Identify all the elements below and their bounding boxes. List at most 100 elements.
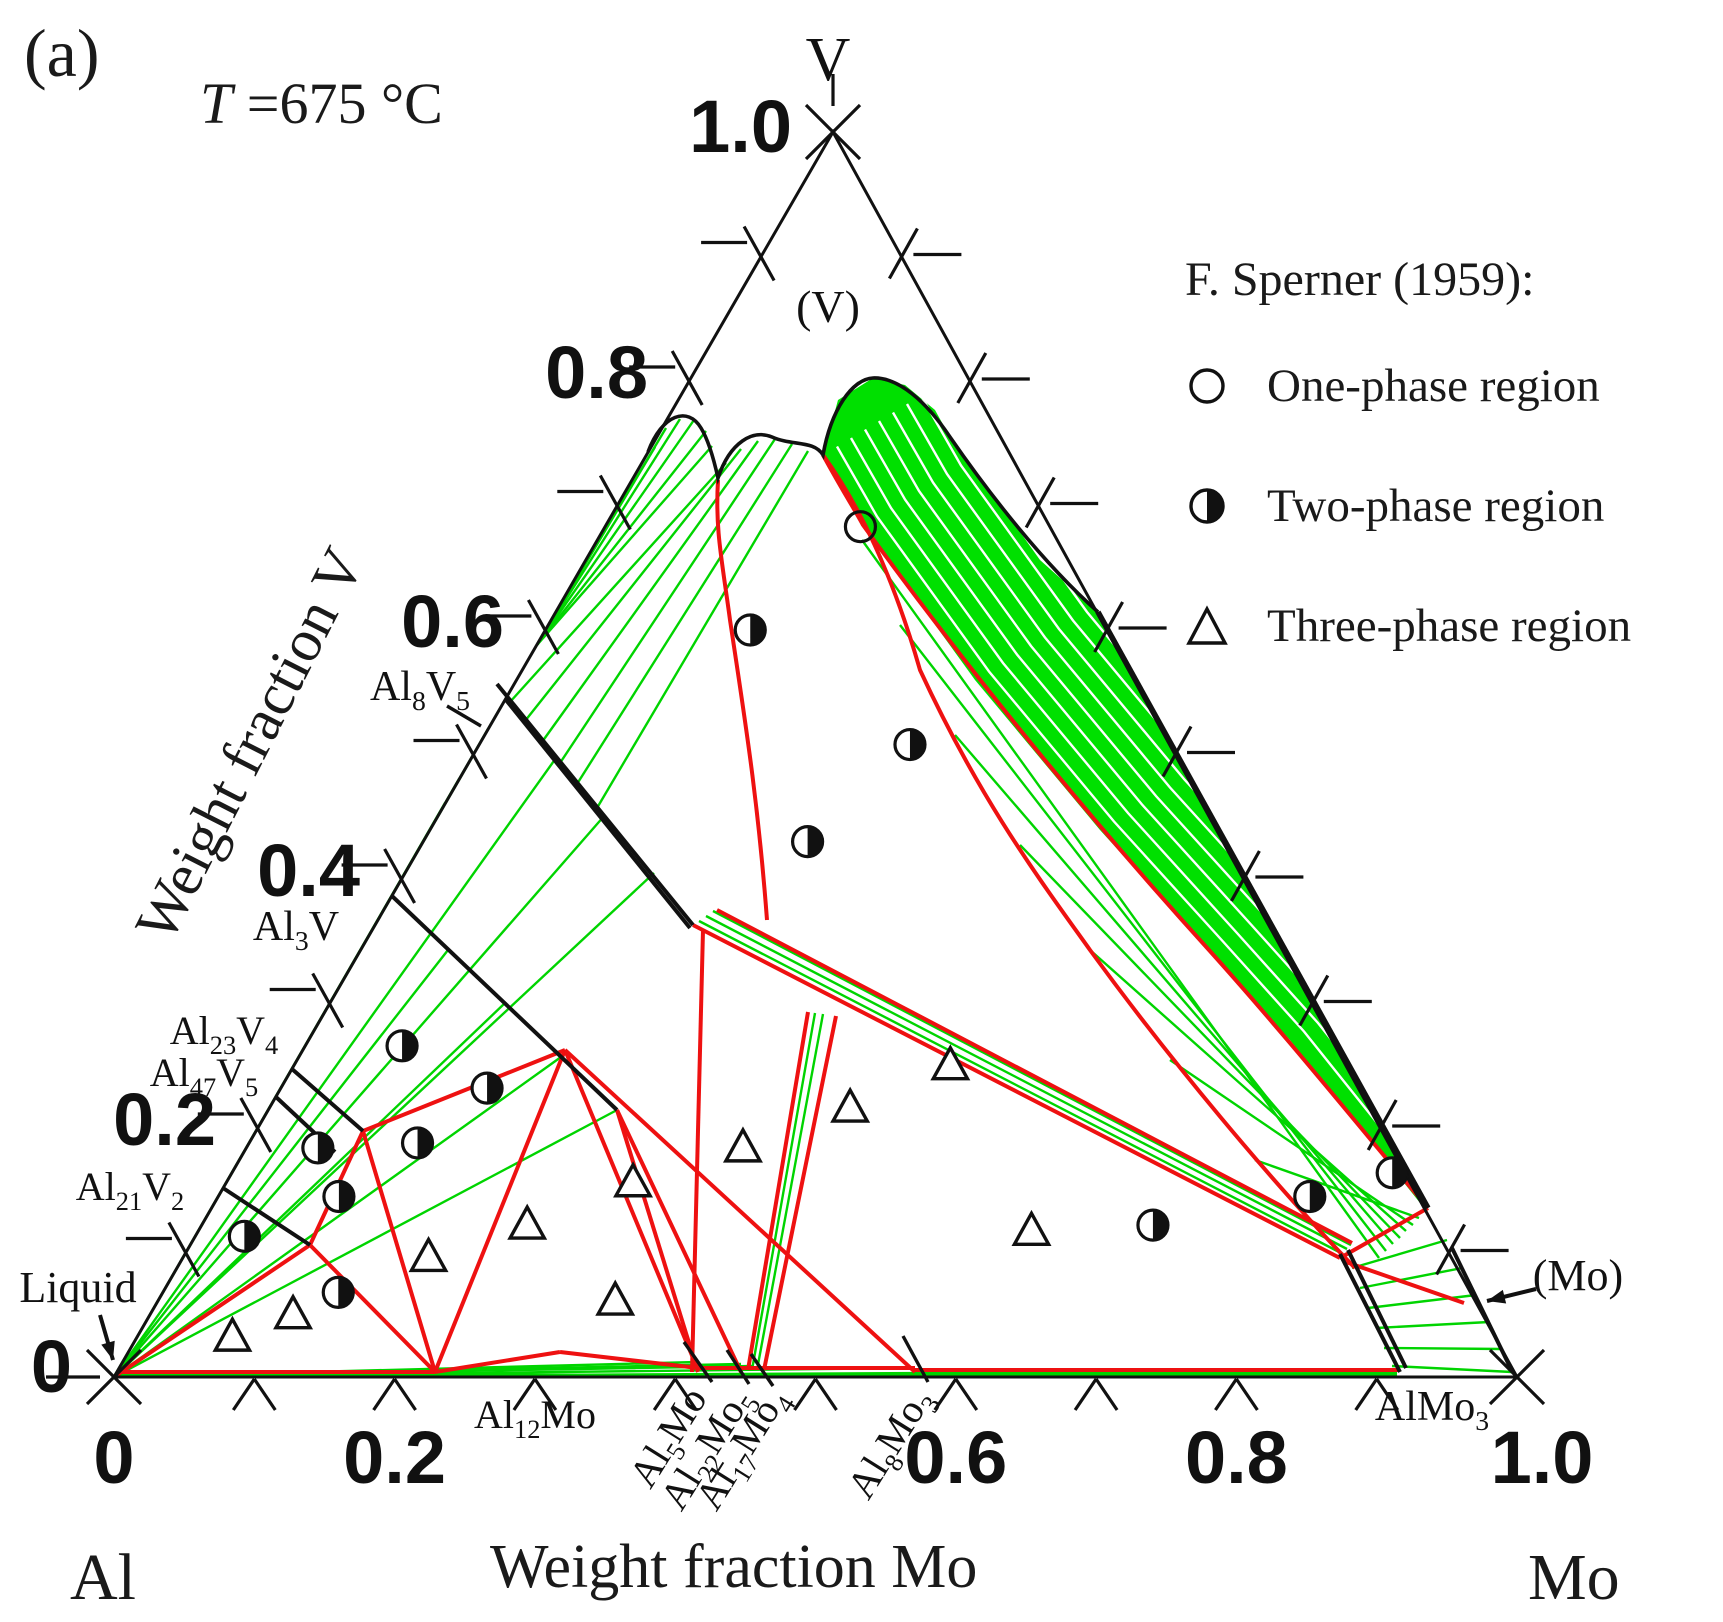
- open-circle-icon: [1189, 368, 1225, 404]
- data-point-two-phase-fill: [244, 1221, 260, 1252]
- bottom-axis-tick: [533, 1378, 558, 1411]
- tie-line-V-Al8V5: [575, 443, 794, 785]
- legend-item-one-phase: One-phase region: [1185, 359, 1631, 413]
- Al8V5-lens-a: [495, 682, 695, 927]
- legend-item-two-phase: Two-phase region: [1185, 479, 1631, 533]
- region-label-Mo: (Mo): [1533, 1251, 1623, 1300]
- compound-label-Al23V4: Al23V4: [170, 1008, 278, 1060]
- right-axis-tick: [1435, 1223, 1466, 1276]
- tie-line-Al17Mo4: [755, 1013, 825, 1371]
- left-axis-tick: [742, 225, 776, 282]
- data-point-two-phase-fill: [1309, 1181, 1325, 1212]
- data-point-two-phase-fill: [807, 826, 823, 857]
- three-phase-boundary: [434, 1350, 561, 1374]
- three-phase-boundary: [362, 1048, 566, 1133]
- data-point-two-phase-fill: [317, 1132, 333, 1163]
- left-axis-tick: [598, 474, 632, 531]
- tie-line-AlMo3-Mo: [1383, 1346, 1503, 1351]
- right-axis-tick: [888, 227, 919, 280]
- tie-line-liquid-Al8V5: [113, 757, 557, 1378]
- V-phase-boundary: [646, 376, 1100, 614]
- three-phase-boundary: [563, 1049, 700, 1371]
- bottom-axis-tick: [512, 1378, 537, 1411]
- right-axis-tick: [1024, 476, 1056, 529]
- corner-label-al: Al: [70, 1541, 136, 1614]
- compound-leader: [901, 1335, 930, 1383]
- left-tick-label-1.0: 1.0: [689, 85, 792, 168]
- right-axis-tick: [1161, 725, 1193, 778]
- three-phase-boundary: [746, 1011, 810, 1371]
- data-point-two-phase-fill: [402, 1030, 418, 1061]
- compound-label-AlMo3: AlMo3: [1375, 1384, 1489, 1436]
- bottom-axis-tick: [1354, 1378, 1379, 1411]
- data-point-three-phase: [595, 1279, 636, 1316]
- Al3V-line: [390, 894, 619, 1112]
- data-point-three-phase: [1011, 1209, 1052, 1246]
- compound-leader: [725, 1349, 751, 1385]
- bottom-axis-tick: [793, 1378, 817, 1411]
- data-point-three-phase: [507, 1203, 548, 1240]
- bottom-axis-tick: [393, 1378, 417, 1411]
- temperature-label: T =675 °C: [200, 70, 443, 137]
- v-corner-mark: [804, 103, 862, 161]
- legend: F. Sperner (1959): One-phase region Two-…: [1185, 252, 1631, 719]
- bottom-tick-label-0.8: 0.8: [1185, 1416, 1288, 1499]
- temperature-symbol: T: [200, 71, 233, 136]
- compound-leader: [446, 704, 482, 728]
- right-axis-tick: [956, 352, 988, 404]
- tie-line-V-AlMo3: [899, 624, 1387, 1252]
- three-phase-boundary: [692, 923, 1341, 1260]
- bottom-axis-tick: [673, 1378, 698, 1411]
- tie-line-AlMo3-Mo: [1391, 1364, 1513, 1374]
- liquid-arrow-head: [101, 1340, 115, 1360]
- three-phase-boundary: [690, 929, 705, 1373]
- left-tick-label-0.4: 0.4: [257, 829, 360, 912]
- Al21V2-line: [221, 1186, 312, 1247]
- right-axis-tick: [1298, 974, 1330, 1027]
- three-phase-boundary: [559, 1350, 699, 1370]
- left-tick-label-0.8: 0.8: [545, 331, 648, 414]
- three-phase-boundary: [1339, 1206, 1429, 1260]
- tie-line-liquid-Al3V: [113, 1108, 618, 1379]
- three-phase-boundary: [361, 1130, 437, 1373]
- right-axis-tick: [1093, 601, 1124, 653]
- three-phase-boundary: [563, 1048, 917, 1374]
- corner-label-mo: Mo: [1528, 1541, 1620, 1614]
- tie-line-V-AlMo3: [1254, 1158, 1420, 1220]
- three-phase-boundary: [716, 908, 1353, 1245]
- data-point-two-phase-fill: [338, 1181, 354, 1212]
- left-axis-tick: [383, 848, 416, 904]
- bottom-tick-label-0.6: 0.6: [904, 1416, 1007, 1499]
- three-phase-boundary-r1: [715, 479, 769, 921]
- tie-line-V-AlMo3: [861, 539, 1380, 1259]
- AlMo3-lens-a: [1338, 1253, 1402, 1373]
- data-point-two-phase-fill: [1152, 1210, 1168, 1241]
- AlMo3-lens-b: [1346, 1249, 1408, 1369]
- compound-leader: [682, 1341, 714, 1383]
- Al23V4-line: [290, 1067, 365, 1133]
- tie-line-V-Al8V5: [509, 462, 727, 703]
- tie-line-V-AlMo3: [1169, 1059, 1414, 1226]
- mo-corner-mark: [1488, 1348, 1546, 1406]
- bottom-axis-tick: [954, 1378, 979, 1411]
- data-point-two-phase-fill: [487, 1073, 503, 1104]
- three-phase-boundary: [112, 1243, 312, 1379]
- data-point-three-phase: [273, 1293, 314, 1330]
- tie-line-Al17Mo4: [750, 1012, 817, 1371]
- bottom-axis-title: Weight fraction Mo: [490, 1533, 978, 1601]
- tie-line-V-Al8V5: [541, 440, 759, 743]
- bottom-axis-tick: [1094, 1378, 1119, 1411]
- tie-line-V-Al8V5: [559, 438, 776, 764]
- data-point-two-phase-fill: [1392, 1157, 1408, 1188]
- data-point-one-phase: [843, 510, 878, 544]
- three-phase-boundary: [615, 1109, 743, 1373]
- left-axis-tick: [167, 1221, 201, 1278]
- half-filled-circle-icon: [1189, 488, 1225, 524]
- data-point-three-phase: [722, 1126, 763, 1163]
- tie-line-V-Al8V5: [536, 445, 713, 646]
- region-label-Liquid: Liquid: [19, 1263, 136, 1312]
- compound-label-Al8V5: Al8V5: [370, 664, 470, 716]
- data-point-two-phase-fill: [750, 615, 766, 645]
- three-phase-boundary: [762, 1015, 838, 1371]
